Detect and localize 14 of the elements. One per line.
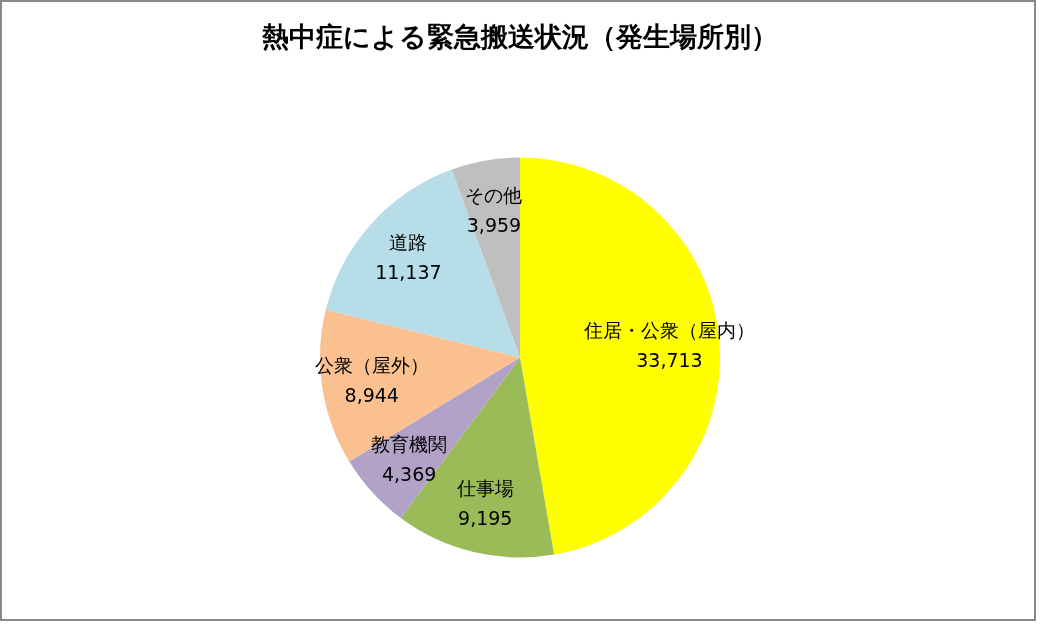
slice-label: 道路 [389, 231, 428, 254]
data-label: 9,195 [458, 507, 513, 530]
chart-title: 熱中症による緊急搬送状況（発生場所別） [261, 21, 778, 52]
pie-slice [325, 169, 520, 358]
slice-label: 仕事場 [455, 477, 514, 500]
data-label: 8,944 [344, 384, 399, 407]
data-label: 3,959 [466, 213, 522, 236]
data-label: 11,137 [375, 261, 442, 284]
pie-slice [520, 157, 720, 555]
slice-label: 教育機関 [371, 432, 448, 455]
slice-label: 公衆（屋外） [314, 354, 429, 377]
data-label: 33,713 [636, 348, 703, 371]
data-label: 4,369 [381, 462, 437, 485]
slice-label: 住居・公衆（屋内） [582, 318, 755, 341]
